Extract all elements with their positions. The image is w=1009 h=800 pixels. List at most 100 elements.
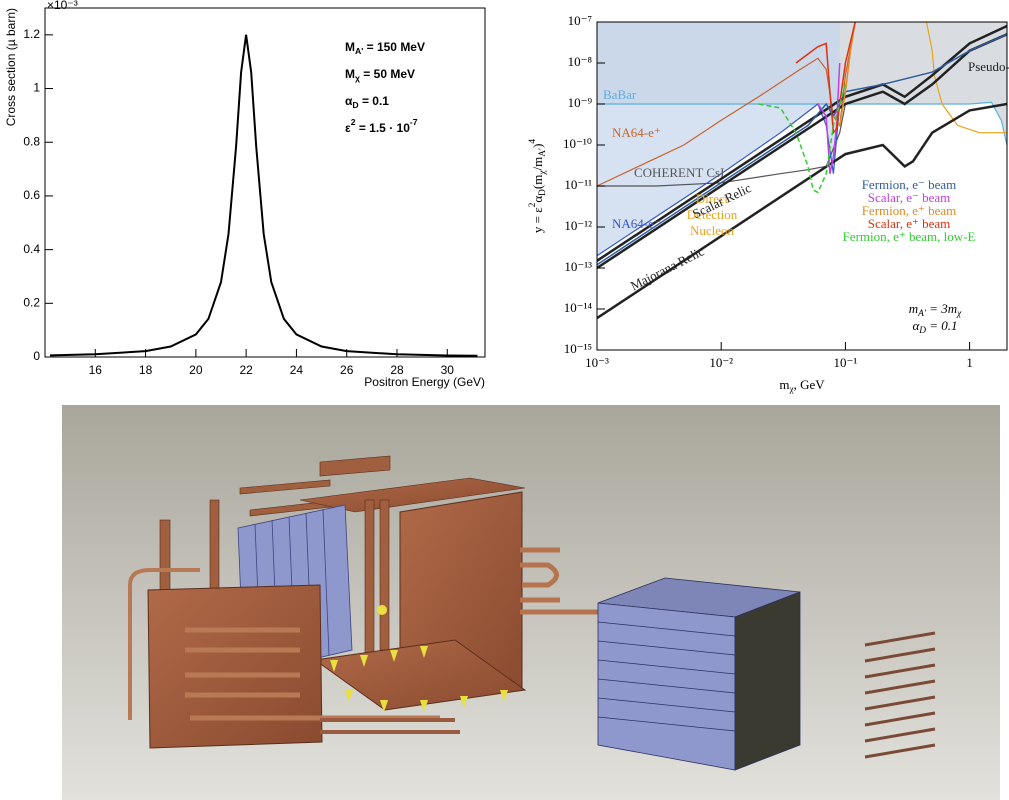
bound-curve [597,22,856,187]
text-part: = 150 MeV [363,40,425,54]
x-tick-label: 10⁻¹ [834,355,858,370]
x-tick-label: 16 [89,363,103,377]
bound-label: BaBar [603,87,637,102]
y-tick-label: 10⁻¹³ [564,259,592,274]
x-tick-label: 28 [390,363,404,377]
y-axis-label: Cross section (µ barn) [4,8,18,126]
series-curve [758,84,847,194]
y-multiplier: ×10⁻³ [47,0,78,12]
bound-label: COHERENT CsI [634,165,724,180]
text-part: = 3m [926,301,957,316]
bound-label: Detection [687,207,738,222]
x-tick-label: 22 [239,363,253,377]
annotation: ε2 = 1.5 · 10-7 [345,117,418,135]
text-part: α [912,318,920,333]
legend-entry: Scalar, e⁺ beam [868,216,951,231]
bound-curve [597,102,1007,320]
text-part: m [909,301,918,316]
text-part: A′ [917,309,927,319]
x-tick-label: 10⁻² [709,355,733,370]
annotation: Mχ = 50 MeV [345,67,415,83]
x-axis-label: Positron Energy (GeV) [364,375,485,389]
base-plate [313,639,527,711]
text-part: = 50 MeV [360,67,415,81]
legend-entry: Fermion, e⁻ beam [862,177,957,192]
x-tick-label: 24 [290,363,304,377]
front-plate [128,568,460,749]
y-tick-label: 0.8 [23,134,40,148]
y-tick-label: 1 [33,81,40,95]
plot-area [597,22,1007,320]
y-tick-label: 10⁻⁷ [568,13,592,28]
annotation: MA' = 150 MeV [345,40,425,56]
y-tick-label: 0.4 [23,242,40,256]
bound-label: NA64-e⁻ [612,216,661,231]
plot-frame [44,7,486,358]
x-tick-label: 10⁻³ [585,355,609,370]
y-tick-label: 0.2 [23,295,40,309]
text-part: ε [345,121,351,135]
y-axis-label: y = ε2αD(mχ/mA′)4 [528,139,548,234]
bound-label: NA64-e⁺ [612,125,661,140]
pipes-right [520,547,600,615]
x-tick-label: 20 [189,363,203,377]
text-part: α [345,94,353,108]
y-tick-label: 1.2 [23,27,40,41]
x-tick-label: 26 [340,363,354,377]
text-part: D [538,189,548,196]
text-part: 2 [528,202,538,207]
bound-label: Majorana Relic [628,243,707,293]
legend-entry: Scalar, e⁻ beam [868,190,951,205]
legend-entry: Fermion, e⁺ beam, low-E [843,229,976,244]
text-part: (m [530,175,545,189]
curve [49,34,478,357]
text-part: 4 [528,139,538,144]
annotation: αD = 0.1 [912,318,957,336]
ecal-block [597,577,801,771]
y-tick-label: 0 [33,349,40,363]
y-tick-label: 10⁻¹¹ [564,177,592,192]
y-tick-label: 10⁻¹⁰ [563,136,592,151]
exclusion-chart: 10⁻³ 10⁻² 10⁻¹ 1 10⁻¹⁵ 10⁻¹⁴ 10⁻¹³ 10⁻¹² 10⁻¹¹ 10… [528,13,1009,395]
text-part: χ [956,309,962,319]
text-part: α [530,196,545,203]
text-part: ) [530,144,545,148]
x-tick-label: 18 [139,363,153,377]
text-part: = 0.1 [926,318,958,333]
x-axis-label: mχ, GeV [779,377,825,395]
detector-render [62,405,1000,800]
bound-curve [925,22,1007,134]
y-tick-label: 10⁻⁸ [568,54,593,69]
y-tick-label: 10⁻⁹ [568,95,593,110]
text-part: = 1.5 · 10 [356,121,411,135]
bound-curve [597,24,1007,262]
top-plates [239,455,526,517]
text-part: 2 [351,117,356,127]
x-tick-label: 1 [966,355,973,370]
text-part: χ [355,73,360,83]
text-part: A′ [538,148,548,157]
wls-rods [864,631,936,759]
text-part: D [918,326,926,336]
text-part: -7 [410,117,418,127]
annotation: αD = 0.1 [345,94,389,110]
text-part: , GeV [794,377,826,392]
y-tick-label: 0.6 [23,188,40,202]
text-part: /m [530,157,545,171]
annotation: mA′ = 3mχ [909,301,962,319]
cross-section-chart: 16 18 20 22 24 26 28 30 0 0.2 0.4 0.6 0.8 1 1.2 Positro… [4,0,486,389]
bound-label: Nucleon [690,223,735,238]
excluded-region [597,22,840,256]
text-part: A' [355,46,363,56]
text-part: χ [788,385,794,395]
y-tick-label: 10⁻¹⁴ [564,300,593,315]
text-part: χ [538,170,548,176]
bound-curve [597,103,846,187]
yellow-markers [330,605,508,712]
text-part: = 0.1 [359,94,390,108]
x-tick-label: 30 [441,363,455,377]
text-part: y = ε [530,207,545,233]
text-part: m [779,377,789,392]
text-part: M [345,40,355,54]
